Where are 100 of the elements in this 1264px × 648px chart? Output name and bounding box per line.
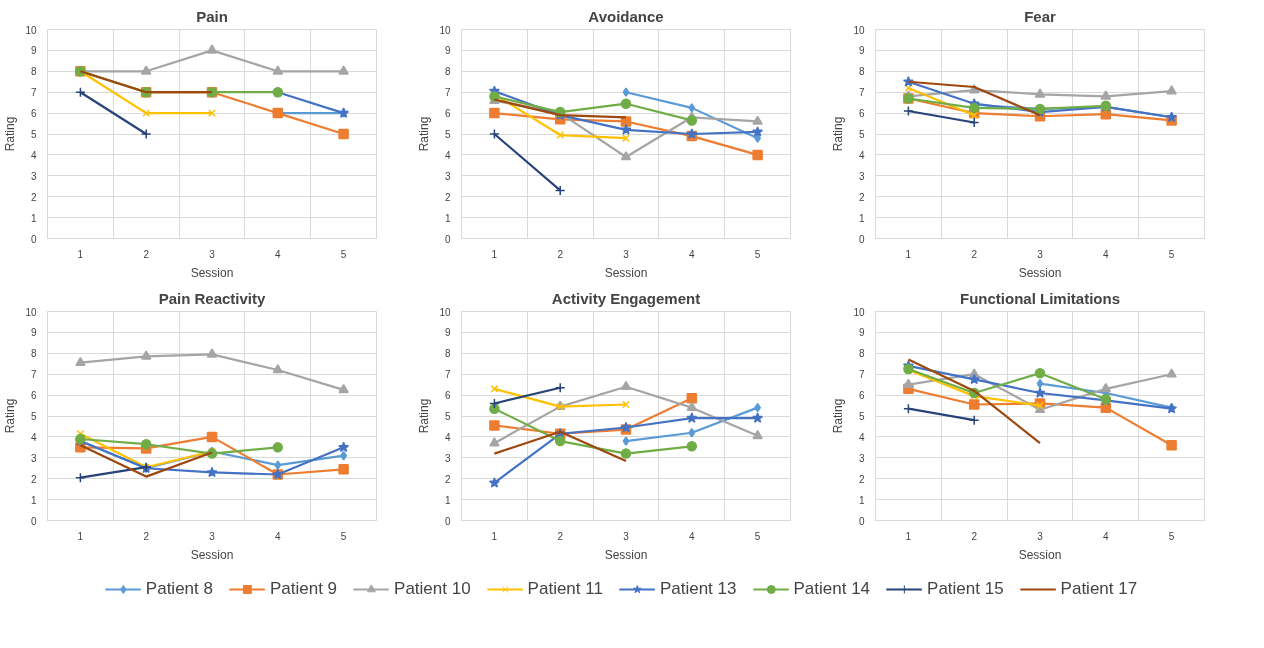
y-tick-label: 6: [30, 108, 37, 120]
y-tick-label: 6: [444, 108, 451, 120]
y-tick-label: 1: [858, 212, 865, 224]
y-tick-label: 5: [858, 411, 865, 422]
y-tick-label: 10: [853, 24, 865, 36]
x-tick-label: 5: [754, 248, 761, 260]
legend-label: Patient 10: [394, 579, 471, 599]
y-tick-label: 2: [30, 473, 37, 485]
y-tick-label: 0: [858, 233, 865, 245]
y-tick-label: 0: [858, 515, 865, 527]
x-tick-label: 1: [77, 248, 84, 260]
y-tick-label: 2: [858, 473, 865, 485]
y-tick-label: 0: [444, 233, 451, 245]
y-tick-label: 9: [30, 45, 37, 57]
y-tick-label: 3: [858, 452, 865, 464]
x-tick-label: 4: [275, 530, 282, 542]
y-tick-label: 5: [30, 411, 37, 422]
x-tick-label: 5: [1168, 530, 1175, 542]
y-tick-label: 4: [444, 431, 451, 443]
y-tick-label: 9: [444, 327, 451, 339]
x-tick-label: 1: [491, 530, 498, 542]
chart-title: Pain Reactivity: [158, 289, 267, 307]
x-tick-label: 3: [209, 530, 216, 542]
y-axis-title: Rating: [831, 116, 846, 152]
x-tick-label: 2: [971, 530, 978, 542]
y-tick-label: 0: [30, 515, 37, 527]
x-tick-label: 5: [340, 530, 347, 542]
legend-label: Patient 11: [527, 579, 603, 599]
x-axis-title: Session: [190, 547, 234, 562]
x-tick-label: 1: [491, 248, 498, 260]
y-tick-label: 8: [30, 348, 37, 360]
x-tick-label: 4: [275, 248, 282, 260]
y-tick-label: 9: [444, 45, 451, 57]
y-axis-title: Rating: [417, 398, 432, 434]
x-axis-title: Session: [604, 547, 648, 562]
x-tick-label: 3: [623, 530, 630, 542]
y-tick-label: 3: [444, 452, 451, 464]
y-tick-label: 8: [858, 66, 865, 78]
y-tick-label: 5: [30, 129, 37, 140]
x-tick-label: 4: [689, 248, 696, 260]
chart-title: Pain: [196, 7, 228, 25]
y-tick-label: 7: [30, 369, 37, 381]
legend-label: Patient 14: [793, 579, 871, 599]
y-tick-label: 10: [439, 306, 451, 318]
y-tick-label: 4: [858, 149, 865, 161]
x-axis-title: Session: [1018, 547, 1062, 562]
y-tick-label: 1: [858, 494, 865, 506]
y-tick-label: 2: [858, 191, 865, 203]
y-axis-title: Rating: [831, 398, 846, 434]
x-tick-label: 3: [623, 248, 630, 260]
legend-label: Patient 9: [269, 579, 338, 599]
chart-title: Fear: [1024, 7, 1056, 25]
x-axis-title: Session: [604, 265, 648, 280]
y-tick-label: 2: [444, 473, 451, 485]
y-tick-label: 6: [858, 108, 865, 120]
legend-label: Patient 17: [1060, 579, 1138, 599]
y-tick-label: 3: [30, 452, 37, 464]
y-tick-label: 6: [30, 390, 37, 402]
legend-label: Patient 15: [927, 579, 1004, 599]
y-tick-label: 4: [30, 149, 37, 161]
y-axis-title: Rating: [3, 398, 18, 434]
x-tick-label: 2: [971, 248, 978, 260]
y-tick-label: 7: [858, 87, 865, 99]
y-tick-label: 1: [30, 212, 37, 224]
y-tick-label: 7: [30, 87, 37, 99]
y-tick-label: 8: [858, 348, 865, 360]
x-axis-title: Session: [1018, 265, 1062, 280]
x-tick-label: 4: [689, 530, 696, 542]
y-tick-label: 5: [444, 129, 451, 140]
y-tick-label: 7: [858, 369, 865, 381]
y-tick-label: 5: [444, 411, 451, 422]
x-tick-label: 5: [1168, 248, 1175, 260]
y-tick-label: 4: [858, 431, 865, 443]
y-tick-label: 2: [30, 191, 37, 203]
x-tick-label: 1: [77, 530, 84, 542]
y-tick-label: 5: [858, 129, 865, 140]
y-tick-label: 3: [858, 170, 865, 182]
y-tick-label: 8: [444, 348, 451, 360]
x-tick-label: 4: [1103, 530, 1110, 542]
y-tick-label: 6: [444, 390, 451, 402]
y-tick-label: 9: [858, 327, 865, 339]
y-tick-label: 4: [444, 149, 451, 161]
x-tick-label: 2: [557, 530, 564, 542]
y-axis-title: Rating: [3, 116, 18, 152]
x-tick-label: 4: [1103, 248, 1110, 260]
y-tick-label: 7: [444, 369, 451, 381]
x-tick-label: 2: [143, 530, 150, 542]
x-axis-title: Session: [190, 265, 234, 280]
y-tick-label: 10: [25, 306, 37, 318]
y-tick-label: 1: [444, 494, 451, 506]
y-tick-label: 0: [30, 233, 37, 245]
x-tick-label: 3: [1037, 530, 1044, 542]
y-tick-label: 3: [30, 170, 37, 182]
y-tick-label: 1: [30, 494, 37, 506]
chart-title: Avoidance: [588, 7, 664, 25]
x-tick-label: 1: [905, 248, 912, 260]
y-tick-label: 2: [444, 191, 451, 203]
y-tick-label: 10: [853, 306, 865, 318]
y-tick-label: 8: [444, 66, 451, 78]
y-tick-label: 1: [444, 212, 451, 224]
